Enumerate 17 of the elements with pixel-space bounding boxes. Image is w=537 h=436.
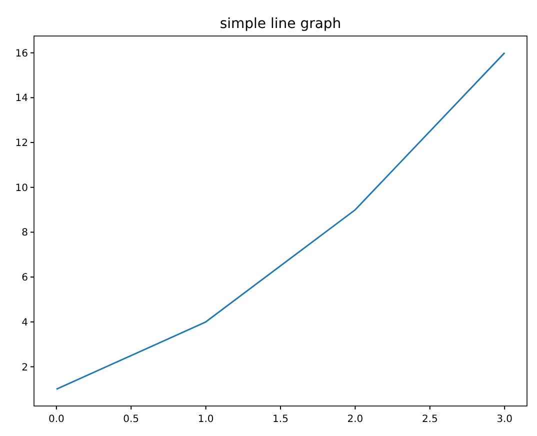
x-tick-label: 1.0 — [198, 414, 214, 425]
x-tick-label: 2.5 — [422, 414, 438, 425]
y-tick-label: 12 — [15, 138, 28, 150]
x-tick-label: 0.5 — [123, 414, 140, 425]
y-tick-label: 2 — [22, 362, 28, 374]
x-tick-label: 3.0 — [496, 414, 513, 425]
line-series — [56, 52, 506, 390]
x-tick-label: 1.5 — [272, 414, 288, 425]
y-tick-label: 8 — [22, 228, 28, 239]
y-tick-label: 6 — [22, 272, 28, 284]
y-tick-label: 14 — [15, 93, 28, 104]
y-tick-label: 4 — [22, 317, 28, 328]
y-tick-label: 16 — [15, 48, 28, 60]
x-tick-label: 2.0 — [347, 414, 364, 425]
chart-title: simple line graph — [220, 16, 342, 32]
x-tick-label: 0.0 — [48, 414, 64, 425]
y-tick-label: 10 — [15, 182, 28, 194]
